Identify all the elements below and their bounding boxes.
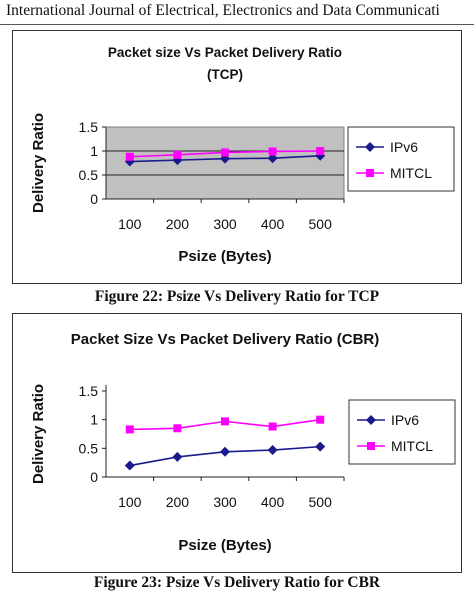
y-tick-label: 0.5 (79, 167, 99, 183)
x-tick-label: 300 (213, 494, 237, 510)
figure-23-caption: Figure 23: Psize Vs Delivery Ratio for C… (93, 574, 381, 591)
data-point-ipv6 (220, 153, 230, 164)
journal-header: International Journal of Electrical, Ele… (6, 2, 440, 19)
data-point-ipv6 (267, 445, 278, 456)
chart-title: Packet Size Vs Packet Delivery Ratio (CB… (71, 331, 379, 348)
data-point-mitcl (316, 415, 325, 424)
data-point-mitcl (125, 152, 134, 161)
figure-22-caption: Figure 22: Psize Vs Delivery Ratio for T… (94, 288, 380, 305)
y-tick-label: 0 (90, 191, 98, 207)
x-tick-label: 200 (166, 494, 190, 510)
legend-box (347, 126, 455, 192)
data-point-mitcl (125, 425, 134, 434)
x-tick-label: 400 (261, 216, 285, 232)
data-point-ipv6 (220, 446, 230, 457)
data-point-mitcl (221, 148, 229, 157)
y-axis-label: Delivery Ratio (30, 384, 47, 484)
x-axis-label: Psize (Bytes) (178, 248, 271, 265)
x-tick-label: 500 (309, 494, 333, 510)
chart-cbr: Packet Size Vs Packet Delivery Ratio (CB… (12, 313, 462, 573)
data-point-ipv6 (124, 460, 135, 471)
chart-cbr-svg: Packet Size Vs Packet Delivery Ratio (CB… (30, 331, 456, 554)
data-point-mitcl (173, 150, 182, 159)
legend-label-ipv6: IPv6 (391, 412, 419, 428)
legend-marker-ipv6 (365, 142, 375, 152)
x-tick-label: 100 (118, 216, 142, 232)
y-tick-label: 1.5 (79, 119, 99, 135)
y-tick-label: 1 (90, 143, 98, 159)
data-point-ipv6 (267, 153, 278, 164)
chart-title: Packet size Vs Packet Delivery Ratio (108, 45, 342, 60)
chart-tcp-svg: Packet size Vs Packet Delivery Ratio (TCP… (30, 45, 455, 265)
y-tick-label: 1.5 (79, 383, 99, 399)
y-axis-label: Delivery Ratio (30, 113, 47, 213)
y-tick-label: 0 (90, 469, 98, 485)
data-point-mitcl (173, 424, 182, 433)
x-tick-label: 300 (213, 216, 237, 232)
legend-label-mitcl: MITCL (391, 438, 433, 454)
x-tick-label: 200 (166, 216, 190, 232)
legend-label-mitcl: MITCL (390, 165, 432, 181)
data-point-mitcl (221, 417, 229, 426)
legend-marker-mitcl (366, 169, 374, 177)
x-tick-label: 400 (261, 494, 285, 510)
data-point-mitcl (268, 422, 277, 431)
x-tick-label: 500 (309, 216, 333, 232)
legend-marker-mitcl (367, 442, 375, 450)
chart-title-line2: (TCP) (207, 67, 243, 82)
legend-marker-ipv6 (366, 415, 376, 425)
x-tick-label: 100 (118, 494, 142, 510)
data-point-ipv6 (172, 451, 183, 462)
legend-label-ipv6: IPv6 (390, 139, 418, 155)
chart-tcp: Packet size Vs Packet Delivery Ratio (TCP… (12, 30, 462, 284)
data-point-ipv6 (315, 441, 326, 452)
y-tick-label: 1 (90, 412, 98, 428)
y-tick-label: 0.5 (79, 440, 99, 456)
data-point-mitcl (316, 147, 325, 155)
header-rule (0, 24, 474, 25)
legend-box (348, 399, 456, 465)
x-axis-label: Psize (Bytes) (178, 537, 271, 554)
data-point-ipv6 (172, 155, 183, 166)
data-point-mitcl (268, 147, 277, 156)
